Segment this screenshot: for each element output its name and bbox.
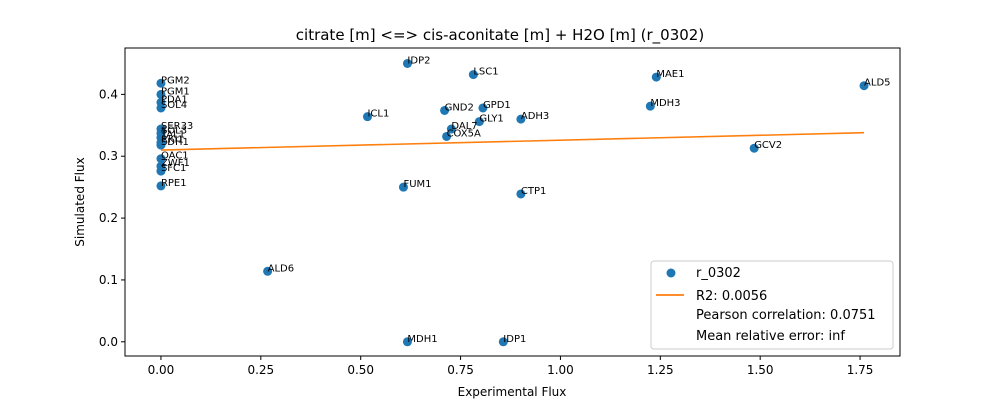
point-label: MDH1: [407, 334, 437, 345]
x-tick-label: 1.50: [747, 363, 774, 377]
x-tick-label: 0.00: [148, 363, 175, 377]
x-tick-label: 0.50: [347, 363, 374, 377]
point-label: LSC1: [473, 67, 498, 78]
x-tick-label: 0.25: [247, 363, 274, 377]
x-tick-label: 1.25: [647, 363, 674, 377]
data-point: [156, 140, 166, 150]
point-label: GPD1: [483, 100, 511, 111]
chart-title: citrate [m] <=> cis-aconitate [m] + H2O …: [296, 26, 704, 45]
legend-entry-label: Pearson correlation: 0.0751: [696, 308, 876, 323]
point-label: ALD6: [268, 263, 294, 274]
point-label: OAC1: [161, 151, 189, 162]
data-point: [446, 124, 456, 134]
data-point: [478, 103, 488, 113]
data-point: [474, 117, 484, 127]
plot-frame: [124, 47, 901, 357]
point-label: FUM1: [403, 179, 431, 190]
x-tick-label: 0.75: [447, 363, 474, 377]
point-label: CTP1: [521, 186, 546, 197]
y-axis-title: Simulated Flux: [73, 157, 87, 246]
plot-layer: 0.00 0.25 0.50 0.75 1.00 1.25 1.50 1.75 0.0 0.1 0.…: [99, 55, 891, 377]
legend-entry-label: r_0302: [696, 266, 741, 281]
y-tick-label: 0.3: [99, 149, 118, 163]
point-label: COX5A: [447, 128, 481, 139]
data-point: [402, 58, 412, 68]
fit-line: [160, 131, 865, 151]
point-label: SER33: [161, 121, 193, 132]
x-axis-title: Experimental Flux: [458, 385, 567, 399]
data-point: [156, 103, 166, 113]
point-label: DAL7: [451, 121, 477, 132]
point-label: SOL3: [161, 125, 187, 136]
point-label: SOL4: [161, 100, 187, 111]
data-point: [440, 105, 450, 115]
data-point: [859, 81, 869, 91]
point-label: IDP1: [503, 334, 526, 345]
data-point: [263, 266, 273, 276]
point-label: GND2: [445, 102, 474, 113]
point-label: ADH3: [521, 111, 549, 122]
point-label: MAE1: [656, 69, 684, 80]
data-point: [749, 143, 759, 153]
point-label: RKI1: [161, 135, 184, 146]
legend-entry-label: R2: 0.0056: [696, 289, 767, 304]
x-tick-label: 1.00: [547, 363, 574, 377]
data-point: [516, 189, 526, 199]
x-tick-label: 1.75: [847, 363, 874, 377]
point-label: MDH3: [650, 98, 680, 109]
y-tick-label: 0.1: [99, 273, 118, 287]
data-point: [468, 70, 478, 80]
point-label: SFC1: [161, 163, 186, 174]
data-point: [156, 181, 166, 191]
point-label: SDH1: [161, 137, 189, 148]
data-point: [651, 72, 661, 82]
point-label: ALD5: [864, 78, 890, 89]
data-point: [156, 154, 166, 164]
data-point: [156, 78, 166, 88]
data-point: [362, 112, 372, 122]
y-tick-label: 0.4: [99, 87, 118, 101]
point-label: RPE1: [161, 178, 187, 189]
y-tick-label: 0.0: [99, 335, 118, 349]
data-point: [402, 337, 412, 347]
data-point: [156, 89, 166, 99]
point-label: IDP2: [407, 55, 430, 66]
legend: r_0302 R2: 0.0056 Pearson correlation: 0…: [650, 260, 894, 350]
data-point: [442, 131, 452, 141]
point-label: TAL1: [160, 130, 185, 141]
legend-entry-label: Mean relative error: inf: [696, 329, 845, 344]
legend-box: [650, 260, 894, 350]
data-point: [645, 101, 655, 111]
y-tick-label: 0.2: [99, 211, 118, 225]
point-label: GCV2: [754, 140, 782, 151]
point-label: GLY1: [479, 114, 503, 125]
data-point: [156, 166, 166, 176]
point-label: ZWF1: [161, 158, 190, 169]
data-point: [516, 114, 526, 124]
point-label: PDA1: [161, 94, 188, 105]
legend-point-marker: [666, 268, 676, 278]
data-point: [398, 182, 408, 192]
data-point: [498, 337, 508, 347]
point-label: PGM1: [161, 86, 190, 97]
point-label: ICL1: [367, 109, 389, 120]
point-label: PGM2: [161, 75, 190, 86]
